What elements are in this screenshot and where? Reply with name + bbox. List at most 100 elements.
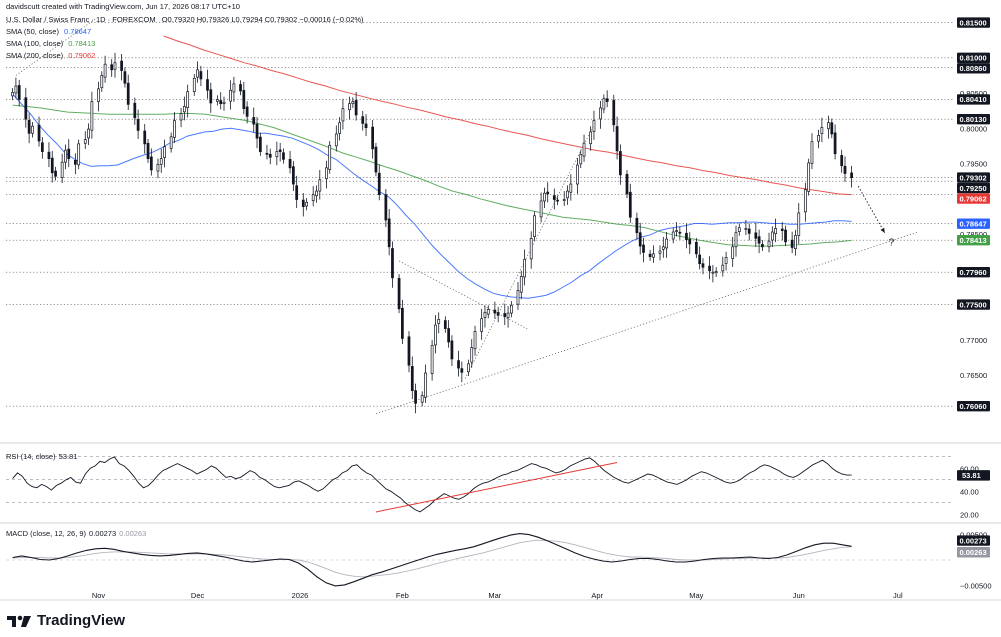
candle[interactable] [437, 312, 441, 334]
candle[interactable] [612, 94, 616, 132]
candle[interactable] [97, 81, 100, 112]
candle[interactable] [556, 195, 559, 206]
candle[interactable] [341, 98, 345, 130]
candle[interactable] [708, 256, 711, 280]
candle[interactable] [206, 69, 209, 99]
candle[interactable] [222, 96, 226, 111]
candle[interactable] [827, 115, 830, 139]
macd-signal-line[interactable] [12, 539, 852, 578]
candle[interactable] [239, 80, 242, 96]
candle[interactable] [199, 65, 203, 87]
candle[interactable] [652, 245, 655, 263]
candle[interactable] [523, 249, 526, 286]
candle[interactable] [552, 188, 556, 210]
candle[interactable] [562, 191, 566, 207]
candle[interactable] [579, 150, 583, 169]
trendline[interactable] [398, 260, 529, 330]
candle[interactable] [384, 188, 388, 228]
candle[interactable] [721, 256, 725, 277]
candle[interactable] [774, 218, 778, 243]
candle[interactable] [843, 156, 847, 182]
candle[interactable] [457, 350, 460, 377]
candle[interactable] [113, 52, 117, 78]
candle[interactable] [569, 174, 573, 201]
candle[interactable] [328, 141, 332, 174]
candle[interactable] [414, 383, 417, 414]
candle[interactable] [599, 100, 602, 129]
candle[interactable] [803, 182, 807, 222]
candle[interactable] [278, 142, 282, 162]
candle[interactable] [17, 79, 21, 107]
candle[interactable] [54, 166, 57, 181]
candle[interactable] [731, 236, 735, 267]
candle[interactable] [361, 110, 365, 131]
candle[interactable] [354, 91, 358, 121]
candle[interactable] [291, 161, 295, 192]
candle[interactable] [642, 237, 645, 263]
candle[interactable] [126, 74, 130, 111]
candle[interactable] [169, 132, 173, 153]
candle[interactable] [447, 320, 450, 348]
sma-line[interactable] [12, 93, 852, 299]
candle[interactable] [351, 97, 355, 108]
candle[interactable] [734, 225, 738, 257]
candle[interactable] [232, 76, 236, 102]
candle[interactable] [407, 331, 411, 373]
candle[interactable] [295, 175, 299, 209]
trendline[interactable] [375, 231, 918, 415]
candle[interactable] [638, 222, 642, 255]
candle[interactable] [503, 303, 507, 326]
candle[interactable] [675, 222, 678, 237]
candle[interactable] [424, 364, 427, 403]
candle[interactable] [179, 107, 183, 128]
candle[interactable] [252, 107, 256, 133]
candle[interactable] [434, 315, 437, 354]
candle[interactable] [770, 226, 774, 248]
time-axis[interactable]: Nov Dec 2026 Feb Mar Apr May Jun Jul [92, 591, 903, 600]
candle[interactable] [582, 134, 586, 162]
candle[interactable] [744, 220, 748, 236]
candle[interactable] [546, 182, 550, 203]
candle[interactable] [566, 185, 569, 205]
candle[interactable] [510, 301, 513, 318]
macd-legend[interactable]: MACD (close, 12, 26, 9) 0.00273 0.00263 [6, 529, 146, 538]
candle[interactable] [820, 117, 824, 143]
candle[interactable] [11, 88, 14, 101]
candle[interactable] [156, 158, 160, 179]
candle[interactable] [83, 131, 87, 149]
candle[interactable] [780, 221, 784, 241]
candle[interactable] [467, 359, 470, 376]
candle[interactable] [678, 226, 682, 240]
sma100-legend[interactable]: SMA (100, close) 0.78413 [6, 39, 95, 48]
candle[interactable] [420, 391, 424, 407]
candle[interactable] [784, 225, 787, 247]
rsi-trendline[interactable] [375, 462, 618, 513]
candle[interactable] [364, 114, 368, 137]
rsi-legend[interactable]: RSI (14, close) 53.81 [6, 452, 77, 461]
candle[interactable] [100, 71, 104, 92]
candle[interactable] [173, 112, 176, 144]
candle[interactable] [120, 54, 123, 81]
candle[interactable] [245, 101, 249, 124]
candle[interactable] [315, 185, 318, 203]
candle[interactable] [757, 229, 761, 254]
candle[interactable] [136, 109, 140, 139]
candle[interactable] [265, 144, 269, 160]
candle[interactable] [506, 306, 510, 328]
candle[interactable] [87, 123, 90, 145]
candle[interactable] [196, 61, 199, 83]
candle[interactable] [143, 123, 147, 154]
candle[interactable] [817, 129, 820, 149]
candle[interactable] [833, 124, 837, 160]
candle[interactable] [635, 212, 639, 240]
candle[interactable] [840, 149, 844, 173]
sma-line[interactable] [163, 35, 852, 196]
candle[interactable] [747, 223, 751, 241]
candle[interactable] [192, 74, 196, 96]
candle[interactable] [24, 87, 28, 128]
candle[interactable] [391, 241, 394, 288]
candle[interactable] [275, 141, 279, 166]
candle[interactable] [602, 94, 606, 114]
candle[interactable] [790, 231, 794, 254]
candle[interactable] [31, 121, 34, 138]
